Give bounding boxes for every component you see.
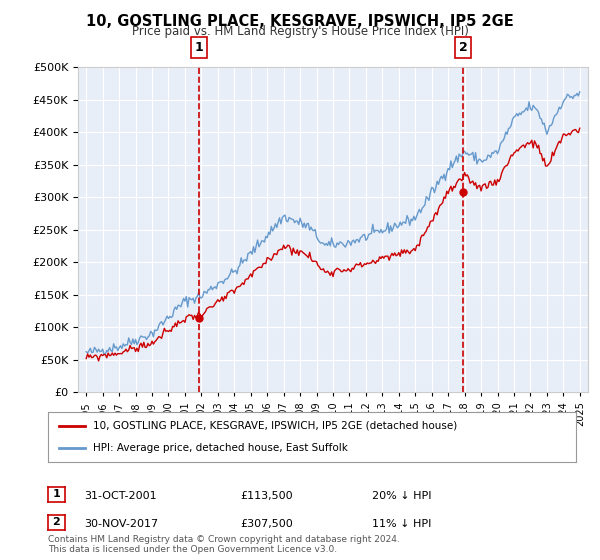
Text: 1: 1 [53, 489, 60, 500]
Text: 20% ↓ HPI: 20% ↓ HPI [372, 491, 431, 501]
Text: 10, GOSTLING PLACE, KESGRAVE, IPSWICH, IP5 2GE: 10, GOSTLING PLACE, KESGRAVE, IPSWICH, I… [86, 14, 514, 29]
Text: £113,500: £113,500 [240, 491, 293, 501]
Text: 11% ↓ HPI: 11% ↓ HPI [372, 519, 431, 529]
Text: 31-OCT-2001: 31-OCT-2001 [84, 491, 157, 501]
Text: £307,500: £307,500 [240, 519, 293, 529]
Text: 2: 2 [459, 41, 467, 54]
Text: HPI: Average price, detached house, East Suffolk: HPI: Average price, detached house, East… [93, 443, 348, 453]
Text: 1: 1 [194, 41, 203, 54]
Text: 10, GOSTLING PLACE, KESGRAVE, IPSWICH, IP5 2GE (detached house): 10, GOSTLING PLACE, KESGRAVE, IPSWICH, I… [93, 421, 457, 431]
Text: Price paid vs. HM Land Registry's House Price Index (HPI): Price paid vs. HM Land Registry's House … [131, 25, 469, 38]
Text: Contains HM Land Registry data © Crown copyright and database right 2024.
This d: Contains HM Land Registry data © Crown c… [48, 535, 400, 554]
Text: 2: 2 [53, 517, 60, 528]
Text: 30-NOV-2017: 30-NOV-2017 [84, 519, 158, 529]
